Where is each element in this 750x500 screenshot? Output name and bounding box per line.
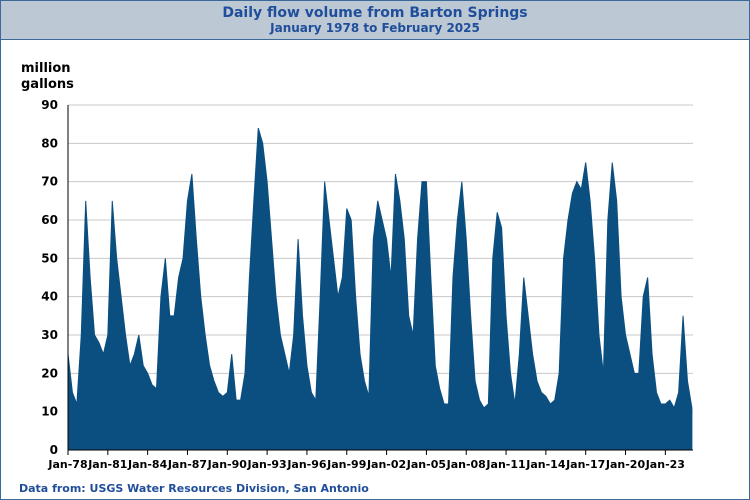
chart-subtitle: January 1978 to February 2025 bbox=[270, 21, 480, 35]
x-tick-label: Jan-90 bbox=[207, 458, 248, 471]
x-tick-label: Jan-05 bbox=[406, 458, 446, 471]
x-tick-label: Jan-93 bbox=[246, 458, 286, 471]
y-tick-label: 70 bbox=[41, 175, 58, 189]
x-tick-label: Jan-23 bbox=[645, 458, 685, 471]
x-tick-label: Jan-96 bbox=[286, 458, 327, 471]
x-tick-label: Jan-11 bbox=[485, 458, 525, 471]
y-tick-label: 60 bbox=[41, 213, 58, 227]
y-tick-label: 10 bbox=[41, 405, 58, 419]
y-tick-label: 80 bbox=[41, 136, 58, 150]
x-tick-label: Jan-99 bbox=[326, 458, 366, 471]
x-tick-label: Jan-08 bbox=[446, 458, 486, 471]
y-tick-label: 0 bbox=[50, 443, 58, 457]
source-note: Data from: USGS Water Resources Division… bbox=[19, 482, 369, 495]
x-tick-label: Jan-78 bbox=[47, 458, 87, 471]
y-tick-label: 50 bbox=[41, 251, 58, 265]
x-tick-label: Jan-81 bbox=[87, 458, 127, 471]
chart-title: Daily flow volume from Barton Springs bbox=[222, 5, 528, 21]
x-tick-label: Jan-87 bbox=[167, 458, 207, 471]
x-tick-label: Jan-20 bbox=[605, 458, 646, 471]
y-tick-label: 90 bbox=[41, 98, 58, 112]
x-tick-label: Jan-17 bbox=[565, 458, 605, 471]
x-tick-label: Jan-02 bbox=[366, 458, 406, 471]
x-tick-label: Jan-14 bbox=[525, 458, 566, 471]
y-axis-label: million gallons bbox=[21, 61, 74, 92]
y-tick-label: 20 bbox=[41, 366, 58, 380]
x-tick-label: Jan-84 bbox=[127, 458, 168, 471]
y-tick-label: 30 bbox=[41, 328, 58, 342]
flow-area bbox=[67, 127, 693, 451]
y-tick-label: 40 bbox=[41, 290, 58, 304]
header: Daily flow volume from Barton Springs Ja… bbox=[1, 1, 749, 40]
